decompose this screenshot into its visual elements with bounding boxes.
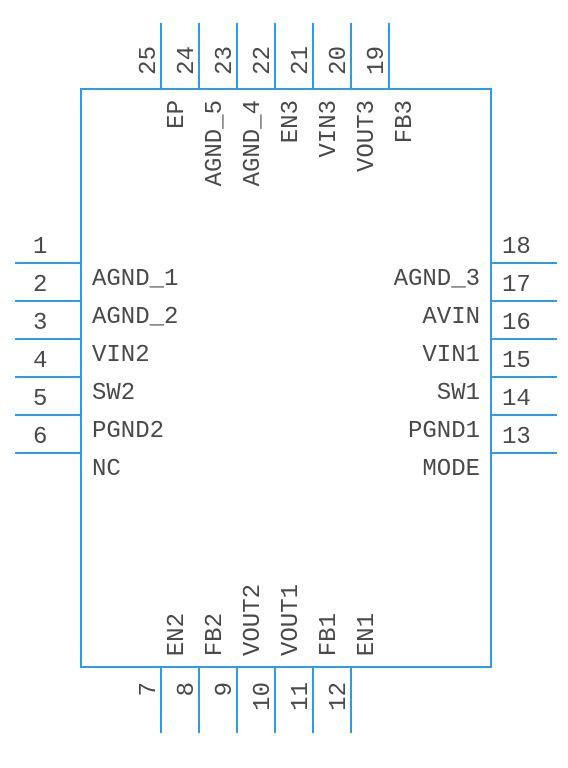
- pin-number: 10: [250, 682, 277, 711]
- pin-line-right-17: [492, 300, 557, 302]
- pin-number: 5: [33, 386, 47, 413]
- pin-number: 18: [502, 234, 531, 261]
- pin-label: FB2: [202, 613, 229, 656]
- pin-label: AGND_4: [240, 100, 267, 186]
- pin-number: 8: [174, 682, 201, 696]
- pin-label: AVIN: [422, 304, 480, 331]
- pin-label: VIN2: [92, 342, 150, 369]
- pin-label: FB3: [392, 100, 419, 143]
- pin-number: 1: [33, 234, 47, 261]
- pin-label: AGND_1: [92, 266, 178, 293]
- pin-number: 20: [326, 46, 353, 75]
- pin-label: FB1: [316, 613, 343, 656]
- pin-line-left-6: [15, 452, 80, 454]
- pin-line-right-18: [492, 262, 557, 264]
- pin-label: SW1: [437, 380, 480, 407]
- pin-number: 23: [212, 46, 239, 75]
- pin-label: AGND_5: [202, 100, 229, 186]
- pin-number: 2: [33, 272, 47, 299]
- pin-label: VOUT2: [240, 584, 267, 656]
- pin-number: 14: [502, 386, 531, 413]
- pin-number: 24: [174, 46, 201, 75]
- pin-number: 4: [33, 348, 47, 375]
- pin-number: 7: [136, 682, 163, 696]
- pin-number: 12: [326, 682, 353, 711]
- pin-label: NC: [92, 456, 121, 483]
- pin-label: AGND_2: [92, 304, 178, 331]
- pin-label: EP: [164, 100, 191, 129]
- pin-line-bottom-8: [198, 668, 200, 733]
- pin-number: 15: [502, 348, 531, 375]
- pin-label: AGND_3: [394, 266, 480, 293]
- pin-number: 11: [288, 682, 315, 711]
- pin-line-right-15: [492, 376, 557, 378]
- pin-number: 9: [212, 682, 239, 696]
- pin-line-bottom-9: [236, 668, 238, 733]
- pin-label: VIN3: [316, 100, 343, 158]
- pin-label: PGND1: [408, 418, 480, 445]
- pin-label: EN2: [164, 613, 191, 656]
- pin-number: 19: [364, 46, 391, 75]
- pin-label: VOUT1: [278, 584, 305, 656]
- pin-number: 6: [33, 424, 47, 451]
- ic-body: [80, 88, 492, 668]
- pin-label: EN1: [354, 613, 381, 656]
- pin-label: SW2: [92, 380, 135, 407]
- pin-label: MODE: [422, 456, 480, 483]
- pin-number: 16: [502, 310, 531, 337]
- pin-label: EN3: [278, 100, 305, 143]
- pin-number: 21: [288, 46, 315, 75]
- pin-label: VOUT3: [354, 100, 381, 172]
- pin-label: VIN1: [422, 342, 480, 369]
- pin-number: 22: [250, 46, 277, 75]
- pin-line-left-4: [15, 376, 80, 378]
- pin-line-left-2: [15, 300, 80, 302]
- pin-line-left-1: [15, 262, 80, 264]
- pin-line-right-16: [492, 338, 557, 340]
- pin-line-right-13: [492, 452, 557, 454]
- pin-number: 3: [33, 310, 47, 337]
- pin-number: 13: [502, 424, 531, 451]
- pin-line-left-5: [15, 414, 80, 416]
- pin-number: 25: [136, 46, 163, 75]
- pin-line-right-14: [492, 414, 557, 416]
- pin-number: 17: [502, 272, 531, 299]
- pin-line-left-3: [15, 338, 80, 340]
- pin-label: PGND2: [92, 418, 164, 445]
- pin-line-bottom-7: [160, 668, 162, 733]
